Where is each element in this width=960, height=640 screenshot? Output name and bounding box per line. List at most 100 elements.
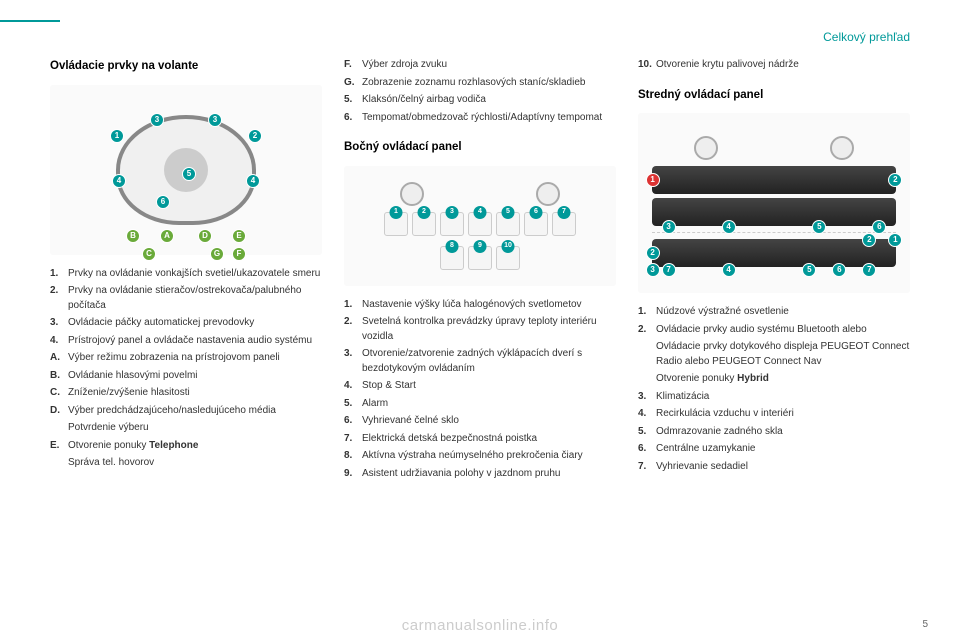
list-item: 7.Vyhrievanie sedadiel — [638, 460, 910, 475]
steering-wheel-shape: 1 2 3 3 4 4 5 6 B A C D E F G — [116, 115, 256, 225]
marker-d: D — [198, 229, 212, 243]
item-val: Výber režimu zobrazenia na prístrojovom … — [68, 351, 322, 366]
marker-6: 6 — [156, 195, 170, 209]
list-item: G.Zobrazenie zoznamu rozhlasových staníc… — [344, 76, 616, 91]
column-3: 10.Otvorenie krytu palivovej nádrže Stre… — [638, 58, 910, 610]
panel-button: 6 — [524, 212, 548, 236]
list-item: 4.Stop & Start — [344, 379, 616, 394]
list-item: 6.Centrálne uzamykanie — [638, 442, 910, 457]
list-item: 3.Otvorenie/zatvorenie zadných výklápací… — [344, 347, 616, 376]
item-key: 3. — [638, 390, 656, 405]
list-item: 6.Tempomat/obmedzovač rýchlosti/Adaptívn… — [344, 111, 616, 126]
item-val: Centrálne uzamykanie — [656, 442, 910, 457]
marker-1b: 1 — [888, 233, 902, 247]
item-val: Stop & Start — [362, 379, 616, 394]
accent-bar — [0, 20, 60, 22]
marker-e: E — [232, 229, 246, 243]
marker-4: 4 — [474, 206, 487, 219]
panel-button: 8 — [440, 246, 464, 270]
item-key: 3. — [344, 347, 362, 376]
item-val: Výber predchádzajúceho/nasledujúceho méd… — [68, 404, 322, 419]
item-key: 5. — [638, 425, 656, 440]
list-item: 5.Odmrazovanie zadného skla — [638, 425, 910, 440]
marker-f: F — [232, 247, 246, 261]
dash-separator — [652, 232, 897, 233]
marker-5: 5 — [502, 206, 515, 219]
item-key: F. — [344, 58, 362, 73]
item-val: Prístrojový panel a ovládače nastavenia … — [68, 334, 322, 349]
marker-7: 7 — [662, 263, 676, 277]
mini-steering-icon — [536, 182, 560, 206]
item-val: Výber zdroja zvuku — [362, 58, 616, 73]
mini-steering-icon — [400, 182, 424, 206]
list-item: 2.Prvky na ovládanie stieračov/ostrekova… — [50, 284, 322, 313]
col1-numeric-list: 1.Prvky na ovládanie vonkajších svetiel/… — [50, 267, 322, 349]
icon-row-1: 1234567 — [344, 212, 616, 236]
panel-button: 1 — [384, 212, 408, 236]
item-key: 6. — [344, 111, 362, 126]
column-1: Ovládacie prvky na volante 1 2 3 3 4 4 5… — [50, 58, 322, 610]
wheel-row — [638, 136, 910, 160]
item-key: 2. — [638, 323, 656, 338]
mini-steering-icon — [694, 136, 718, 160]
marker-2c: 2 — [646, 246, 660, 260]
item-val: Otvorenie/zatvorenie zadných výklápacích… — [362, 347, 616, 376]
steering-diagram: 1 2 3 3 4 4 5 6 B A C D E F G — [50, 85, 322, 255]
item-key: 6. — [638, 442, 656, 457]
list-item: D.Výber predchádzajúceho/nasledujúceho m… — [50, 404, 322, 419]
mini-steering-icon — [830, 136, 854, 160]
page-content: Ovládacie prvky na volante 1 2 3 3 4 4 5… — [50, 58, 910, 610]
marker-a: A — [160, 229, 174, 243]
item-val: Núdzové výstražné osvetlenie — [656, 305, 910, 320]
marker-2b: 2 — [862, 233, 876, 247]
marker-3b: 3 — [208, 113, 222, 127]
panel-button: 5 — [496, 212, 520, 236]
list-item: 3.Klimatizácia — [638, 390, 910, 405]
item-val: Zobrazenie zoznamu rozhlasových staníc/s… — [362, 76, 616, 91]
side-panel-diagram: 1234567 8910 — [344, 166, 616, 286]
marker-4b: 4 — [246, 174, 260, 188]
marker-7: 7 — [558, 206, 571, 219]
marker-2: 2 — [248, 129, 262, 143]
item-key: G. — [344, 76, 362, 91]
item-val: Otvorenie krytu palivovej nádrže — [656, 58, 910, 73]
item-key: A. — [50, 351, 68, 366]
panel-button: 4 — [468, 212, 492, 236]
bold-text: Hybrid — [737, 373, 769, 384]
col3-top-list: 10.Otvorenie krytu palivovej nádrže — [638, 58, 910, 73]
item-key: 4. — [50, 334, 68, 349]
col2-top-list: F.Výber zdroja zvuku G.Zobrazenie zoznam… — [344, 58, 616, 125]
col1-alpha-list: A.Výber režimu zobrazenia na prístrojovo… — [50, 351, 322, 471]
list-item: A.Výber režimu zobrazenia na prístrojovo… — [50, 351, 322, 366]
item-val: Prvky na ovládanie vonkajších svetiel/uk… — [68, 267, 322, 282]
item-key: 5. — [344, 93, 362, 108]
item-val: Ovládacie prvky audio systému Bluetooth … — [656, 323, 910, 338]
list-item: 7.Elektrická detská bezpečnostná poistka — [344, 432, 616, 447]
item-key: 6. — [344, 414, 362, 429]
item-key: 4. — [344, 379, 362, 394]
item-val: Odmrazovanie zadného skla — [656, 425, 910, 440]
item-val: Elektrická detská bezpečnostná poistka — [362, 432, 616, 447]
marker-3a: 3 — [150, 113, 164, 127]
list-item: 6.Vyhrievané čelné sklo — [344, 414, 616, 429]
item-val: Vyhrievanie sedadiel — [656, 460, 910, 475]
icon-row-2: 8910 — [344, 246, 616, 270]
list-item: 5.Klaksón/čelný airbag vodiča — [344, 93, 616, 108]
panel-button: 10 — [496, 246, 520, 270]
marker-4b: 4 — [722, 263, 736, 277]
item-key: D. — [50, 404, 68, 419]
item-key: C. — [50, 386, 68, 401]
col2-list: 1.Nastavenie výšky lúča halogénových sve… — [344, 298, 616, 482]
panel-button: 9 — [468, 246, 492, 270]
panel-button: 2 — [412, 212, 436, 236]
panel-button: 7 — [552, 212, 576, 236]
marker-5b: 5 — [802, 263, 816, 277]
item-val: Klimatizácia — [656, 390, 910, 405]
panel-strip: 3 4 5 6 — [652, 198, 897, 226]
item-key: B. — [50, 369, 68, 384]
list-item: 4.Prístrojový panel a ovládače nastaveni… — [50, 334, 322, 349]
list-item: E.Otvorenie ponuky Telephone — [50, 439, 322, 454]
column-2: F.Výber zdroja zvuku G.Zobrazenie zoznam… — [344, 58, 616, 610]
item-val: Vyhrievané čelné sklo — [362, 414, 616, 429]
item-key: 5. — [344, 397, 362, 412]
